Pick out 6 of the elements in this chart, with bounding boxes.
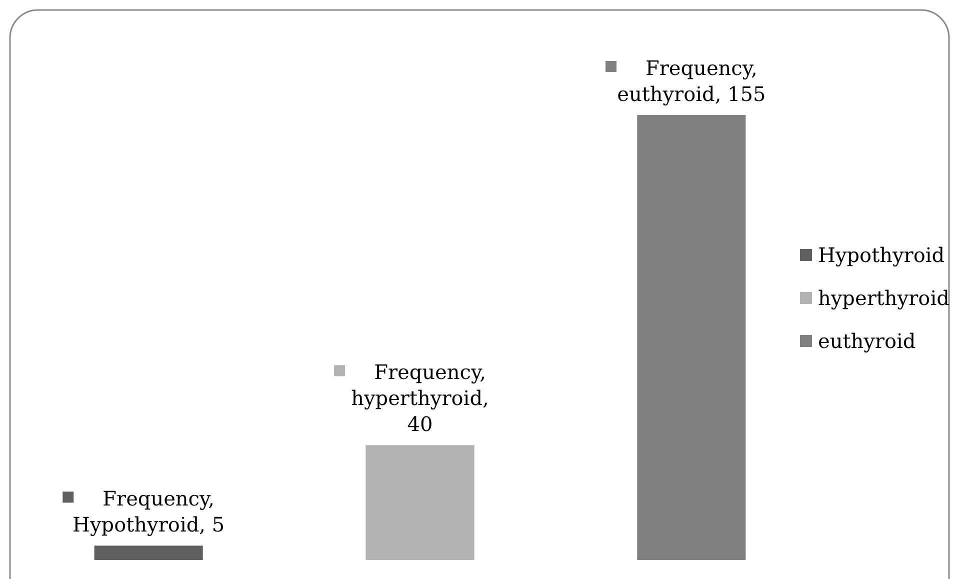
- legend-label: hyperthyroid: [818, 286, 950, 310]
- legend-label: Hypothyroid: [818, 243, 945, 267]
- data-label: Frequency, Hypothyroid, 5: [72, 486, 225, 537]
- data-label: Frequency, hyperthyroid, 40: [351, 360, 489, 436]
- legend-label: euthyroid: [818, 329, 916, 353]
- data-label: Frequency, euthyroid, 155: [617, 56, 766, 106]
